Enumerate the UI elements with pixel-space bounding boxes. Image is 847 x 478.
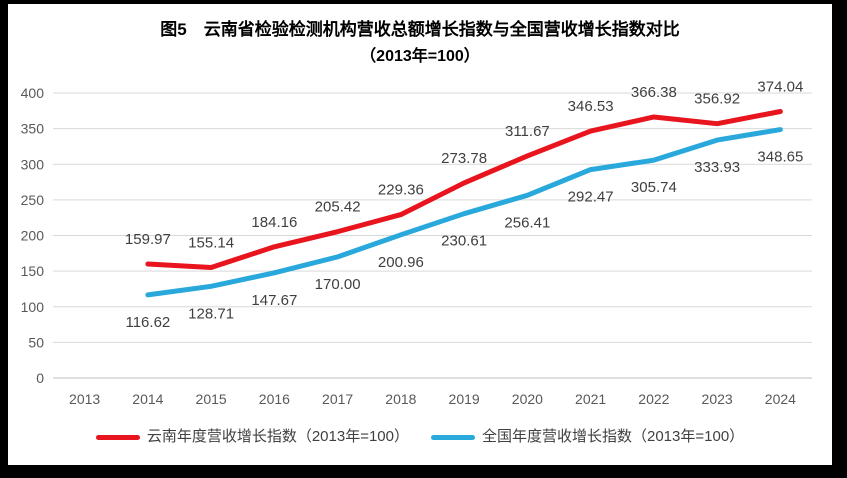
- x-axis-tick-label: 2016: [259, 391, 290, 407]
- y-axis-tick-label: 400: [21, 85, 45, 101]
- data-label: 159.97: [125, 231, 171, 248]
- chart-title-line2: （2013年=100）: [360, 48, 480, 65]
- frame-edge-left: [0, 0, 8, 478]
- data-label: 229.36: [378, 182, 424, 199]
- y-axis-tick-label: 50: [28, 334, 44, 350]
- x-axis-tick-label: 2024: [765, 391, 796, 407]
- legend-swatch-yunnan: [95, 434, 140, 440]
- chart-title-line1: 图5 云南省检验检测机构营收总额增长指数与全国营收增长指数对比: [160, 20, 680, 39]
- data-label: 230.61: [441, 233, 487, 250]
- data-label: 256.41: [504, 214, 550, 231]
- frame-edge-bottom: [0, 465, 847, 478]
- data-label: 374.04: [757, 78, 803, 95]
- x-axis-tick-label: 2015: [196, 391, 227, 407]
- y-axis-tick-label: 0: [36, 370, 44, 386]
- data-label: 273.78: [441, 150, 487, 167]
- series-line-yunnan: [145, 108, 783, 270]
- x-axis-tick-label: 2022: [638, 391, 669, 407]
- data-label: 184.16: [251, 214, 297, 231]
- legend-item-national: 全国年度营收增长指数（2013年=100）: [431, 428, 744, 446]
- legend-swatch-national: [431, 434, 475, 440]
- data-label: 155.14: [188, 234, 234, 251]
- x-axis-tick-label: 2021: [575, 391, 606, 407]
- y-axis-tick-label: 350: [21, 121, 45, 137]
- y-axis-tick-label: 300: [21, 156, 45, 172]
- x-axis-tick-label: 2020: [512, 391, 543, 407]
- y-axis-tick-label: 100: [21, 299, 45, 315]
- data-label: 200.96: [378, 254, 424, 271]
- legend-label-yunnan: 云南年度营收增长指数（2013年=100）: [146, 428, 409, 445]
- x-axis-tick-label: 2013: [69, 391, 100, 407]
- data-label: 348.65: [757, 149, 803, 166]
- data-label: 205.42: [315, 199, 361, 216]
- x-axis-tick-label: 2019: [449, 391, 480, 407]
- data-label: 356.92: [694, 91, 740, 108]
- legend-item-yunnan: 云南年度营收增长指数（2013年=100）: [95, 428, 409, 446]
- chart-title: 图5 云南省检验检测机构营收总额增长指数与全国营收增长指数对比 （2013年=1…: [8, 16, 832, 70]
- frame-edge-top: [0, 0, 847, 4]
- data-label: 170.00: [315, 276, 361, 293]
- x-axis-tick-label: 2014: [132, 391, 163, 407]
- legend-label-national: 全国年度营收增长指数（2013年=100）: [482, 428, 745, 445]
- data-label: 333.93: [694, 159, 740, 176]
- data-label: 366.38: [631, 84, 677, 101]
- x-axis-tick-label: 2018: [385, 391, 416, 407]
- chart-legend: 云南年度营收增长指数（2013年=100） 全国年度营收增长指数（2013年=1…: [8, 428, 832, 446]
- y-axis-tick-label: 250: [21, 192, 45, 208]
- data-label: 128.71: [188, 305, 234, 322]
- series-line-national: [145, 127, 783, 298]
- data-label: 305.74: [631, 179, 677, 196]
- y-axis-tick-label: 150: [21, 263, 45, 279]
- data-label: 292.47: [568, 189, 614, 206]
- data-label: 346.53: [568, 98, 614, 115]
- data-label: 147.67: [251, 292, 297, 309]
- x-axis-tick-label: 2023: [702, 391, 733, 407]
- x-axis-tick-label: 2017: [322, 391, 353, 407]
- y-axis-tick-label: 200: [21, 228, 45, 244]
- data-label: 311.67: [505, 123, 550, 140]
- line-chart-plot-area: 0 50 100 150 200 250 300 350 400 2013 2014 2015 2016…: [21, 78, 812, 407]
- frame-edge-right: [832, 0, 847, 478]
- data-label: 116.62: [125, 314, 170, 331]
